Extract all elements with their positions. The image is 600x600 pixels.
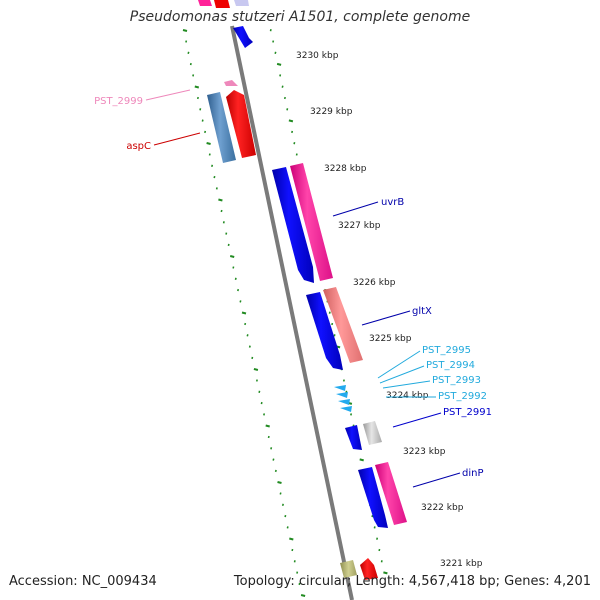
leader-gltx bbox=[361, 310, 411, 326]
inner-rail-tick bbox=[241, 311, 247, 315]
inner-rail-tick bbox=[218, 198, 223, 202]
gene-arrow-bottom-red bbox=[360, 558, 378, 580]
gene-arrow-dinp bbox=[358, 467, 388, 528]
gene-label-aspc: aspC bbox=[126, 141, 151, 152]
scale-label-3228: 3228 kbp bbox=[324, 164, 367, 174]
scale-label-3227: 3227 kbp bbox=[338, 221, 381, 231]
gene-arrow-pst2993 bbox=[338, 399, 350, 405]
gene-arrow-pst2991 bbox=[345, 425, 362, 450]
map-title: Pseudomonas stutzeri A1501, complete gen… bbox=[129, 9, 471, 25]
gene-arrow-pst2995 bbox=[334, 385, 346, 391]
scale-label-3225: 3225 kbp bbox=[369, 334, 412, 344]
leader-uvrb bbox=[332, 201, 379, 217]
scale-label-3221: 3221 kbp bbox=[440, 559, 483, 569]
outer-rail-tick bbox=[288, 119, 294, 123]
gene-label-pst2992: PST_2992 bbox=[438, 391, 487, 402]
gene-arrow-pst2999 bbox=[224, 80, 238, 86]
inner-rail-tick bbox=[289, 537, 294, 541]
leader-pst2995 bbox=[377, 350, 421, 379]
scale-label-3224: 3224 kbp bbox=[386, 391, 429, 401]
gene-arrow-pst2994 bbox=[336, 392, 348, 398]
scale-label-3222: 3222 kbp bbox=[421, 503, 464, 513]
gene-arrow-top-pink bbox=[198, 0, 212, 6]
gene-label-pst2999: PST_2999 bbox=[94, 96, 143, 107]
gene-arrow-gltx bbox=[306, 292, 343, 370]
leader-pst2994 bbox=[379, 365, 425, 384]
gene-arrow-aspc bbox=[226, 90, 256, 158]
gene-arrow-dinp-pink bbox=[375, 462, 407, 525]
scale-label-3226: 3226 kbp bbox=[353, 278, 396, 288]
outer-rail-tick bbox=[383, 571, 388, 575]
topology-text: Topology: circular; Length: 4,567,418 bp… bbox=[233, 574, 591, 589]
leader-dinp bbox=[412, 472, 461, 488]
gene-arrow-pst2992 bbox=[340, 406, 352, 412]
inner-rail-tick bbox=[182, 29, 188, 32]
gene-arrow-top-red bbox=[214, 0, 230, 8]
genome-backbone bbox=[230, 25, 354, 600]
gene-arrow-uvrb-pink bbox=[290, 163, 333, 281]
inner-rail-tick bbox=[194, 85, 200, 89]
scale-label-3229: 3229 kbp bbox=[310, 107, 353, 117]
inner-rail-tick bbox=[265, 424, 270, 428]
inner-rail-tick bbox=[253, 368, 259, 371]
outer-rail-tick bbox=[276, 62, 282, 66]
scale-label-3230: 3230 kbp bbox=[296, 51, 339, 61]
gene-label-uvrb: uvrB bbox=[381, 197, 404, 208]
gene-label-leaders bbox=[145, 89, 461, 488]
leader-aspc bbox=[153, 132, 201, 146]
gene-label-pst2993: PST_2993 bbox=[432, 375, 481, 386]
gene-label-pst2995: PST_2995 bbox=[422, 345, 471, 356]
gene-arrow-aspc-steel bbox=[207, 92, 236, 163]
gene-label-gltx: gltX bbox=[412, 306, 432, 317]
scale-labels: 3230 kbp 3229 kbp 3228 kbp 3227 kbp 3226… bbox=[296, 51, 483, 569]
leader-pst2993 bbox=[382, 380, 431, 389]
gene-features bbox=[198, 0, 407, 580]
gene-labels: PST_2999 aspC uvrB gltX PST_2995 PST_299… bbox=[94, 96, 492, 479]
gene-arrow-uvrb bbox=[272, 167, 314, 283]
inner-rail-tick bbox=[277, 481, 282, 484]
inner-rail-tick bbox=[229, 255, 235, 258]
gene-arrow-top-forward bbox=[233, 26, 253, 48]
leader-pst2999 bbox=[145, 89, 191, 101]
gene-label-pst2994: PST_2994 bbox=[426, 360, 475, 371]
scale-label-3223: 3223 kbp bbox=[403, 447, 446, 457]
inner-rail-tick bbox=[206, 142, 211, 145]
gene-arrow-bottom-olive bbox=[340, 560, 357, 578]
leader-pst2991 bbox=[392, 412, 442, 428]
gene-arrow-top-lavender bbox=[234, 0, 249, 6]
accession-text: Accession: NC_009434 bbox=[9, 574, 157, 589]
outer-rail-tick bbox=[359, 458, 364, 462]
gene-label-pst2991: PST_2991 bbox=[443, 407, 492, 418]
gene-arrow-pst2991-grey bbox=[363, 421, 382, 445]
gene-label-dinp: dinP bbox=[462, 468, 484, 479]
inner-rail-tick bbox=[300, 594, 306, 597]
gene-arrow-gltx-salmon bbox=[323, 287, 363, 363]
